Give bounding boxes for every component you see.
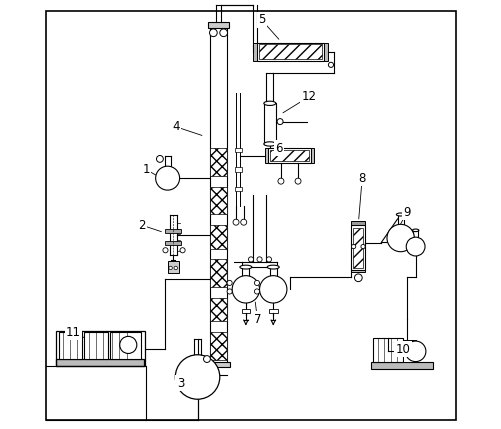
Circle shape xyxy=(175,355,219,399)
Bar xyxy=(234,167,241,172)
Text: 8: 8 xyxy=(358,172,365,184)
Circle shape xyxy=(119,336,137,353)
Text: 5: 5 xyxy=(258,13,265,27)
Bar xyxy=(269,150,309,161)
Bar xyxy=(353,228,363,268)
Circle shape xyxy=(277,118,283,124)
Ellipse shape xyxy=(239,265,252,269)
Bar xyxy=(59,332,82,359)
Ellipse shape xyxy=(412,229,418,232)
Bar xyxy=(210,225,226,249)
Circle shape xyxy=(354,274,361,281)
Circle shape xyxy=(248,257,253,262)
Circle shape xyxy=(386,224,413,252)
Circle shape xyxy=(328,62,333,67)
Bar xyxy=(264,148,268,163)
Ellipse shape xyxy=(264,101,275,106)
Bar xyxy=(259,44,321,59)
Circle shape xyxy=(156,155,163,162)
Circle shape xyxy=(254,289,259,294)
Bar xyxy=(370,362,432,369)
Bar xyxy=(323,42,327,60)
Bar xyxy=(210,298,226,321)
Bar xyxy=(351,270,364,272)
Circle shape xyxy=(240,219,246,225)
Circle shape xyxy=(257,257,262,262)
Bar xyxy=(110,332,140,359)
Bar xyxy=(372,338,402,362)
Bar xyxy=(268,148,310,163)
Circle shape xyxy=(174,266,177,270)
Circle shape xyxy=(266,257,271,262)
Bar xyxy=(56,331,145,366)
Text: 3: 3 xyxy=(176,377,184,390)
Circle shape xyxy=(278,178,284,184)
Bar xyxy=(56,359,144,366)
Circle shape xyxy=(155,166,179,190)
Bar xyxy=(264,103,275,144)
Bar xyxy=(207,362,229,367)
Bar xyxy=(165,241,180,245)
Bar xyxy=(210,332,226,360)
Text: 6: 6 xyxy=(275,142,282,155)
Bar xyxy=(210,260,226,287)
Text: 4: 4 xyxy=(172,121,179,133)
Bar xyxy=(210,187,226,214)
Bar xyxy=(269,309,277,313)
Circle shape xyxy=(203,356,210,363)
Bar xyxy=(234,187,241,191)
Text: 10: 10 xyxy=(395,343,409,356)
Circle shape xyxy=(226,289,232,294)
Circle shape xyxy=(232,276,259,303)
Text: 7: 7 xyxy=(253,313,261,326)
Ellipse shape xyxy=(396,213,404,216)
Bar xyxy=(165,229,180,233)
Bar xyxy=(241,309,249,313)
Circle shape xyxy=(405,237,424,256)
Bar xyxy=(84,332,108,359)
Bar xyxy=(402,340,415,362)
Circle shape xyxy=(209,29,217,36)
Circle shape xyxy=(259,276,287,303)
Ellipse shape xyxy=(267,265,279,269)
Bar xyxy=(234,148,241,152)
Text: 2: 2 xyxy=(138,219,145,232)
Circle shape xyxy=(168,266,172,270)
Text: 12: 12 xyxy=(301,91,316,103)
Circle shape xyxy=(232,219,238,225)
Circle shape xyxy=(360,245,364,249)
Circle shape xyxy=(351,245,355,249)
Circle shape xyxy=(226,281,232,285)
Bar xyxy=(351,221,364,225)
Bar xyxy=(257,42,323,60)
Text: 1: 1 xyxy=(142,163,150,176)
Bar xyxy=(310,148,314,163)
Circle shape xyxy=(295,178,301,184)
Circle shape xyxy=(405,341,425,362)
Ellipse shape xyxy=(264,142,275,146)
Circle shape xyxy=(180,248,185,253)
Bar xyxy=(207,22,229,28)
Bar xyxy=(210,148,226,176)
Bar xyxy=(253,42,257,60)
Circle shape xyxy=(254,281,259,285)
Text: 9: 9 xyxy=(402,206,410,219)
Circle shape xyxy=(219,29,227,36)
Bar xyxy=(167,261,178,273)
Bar xyxy=(351,225,364,270)
Text: 11: 11 xyxy=(66,326,81,338)
Circle shape xyxy=(163,248,168,253)
